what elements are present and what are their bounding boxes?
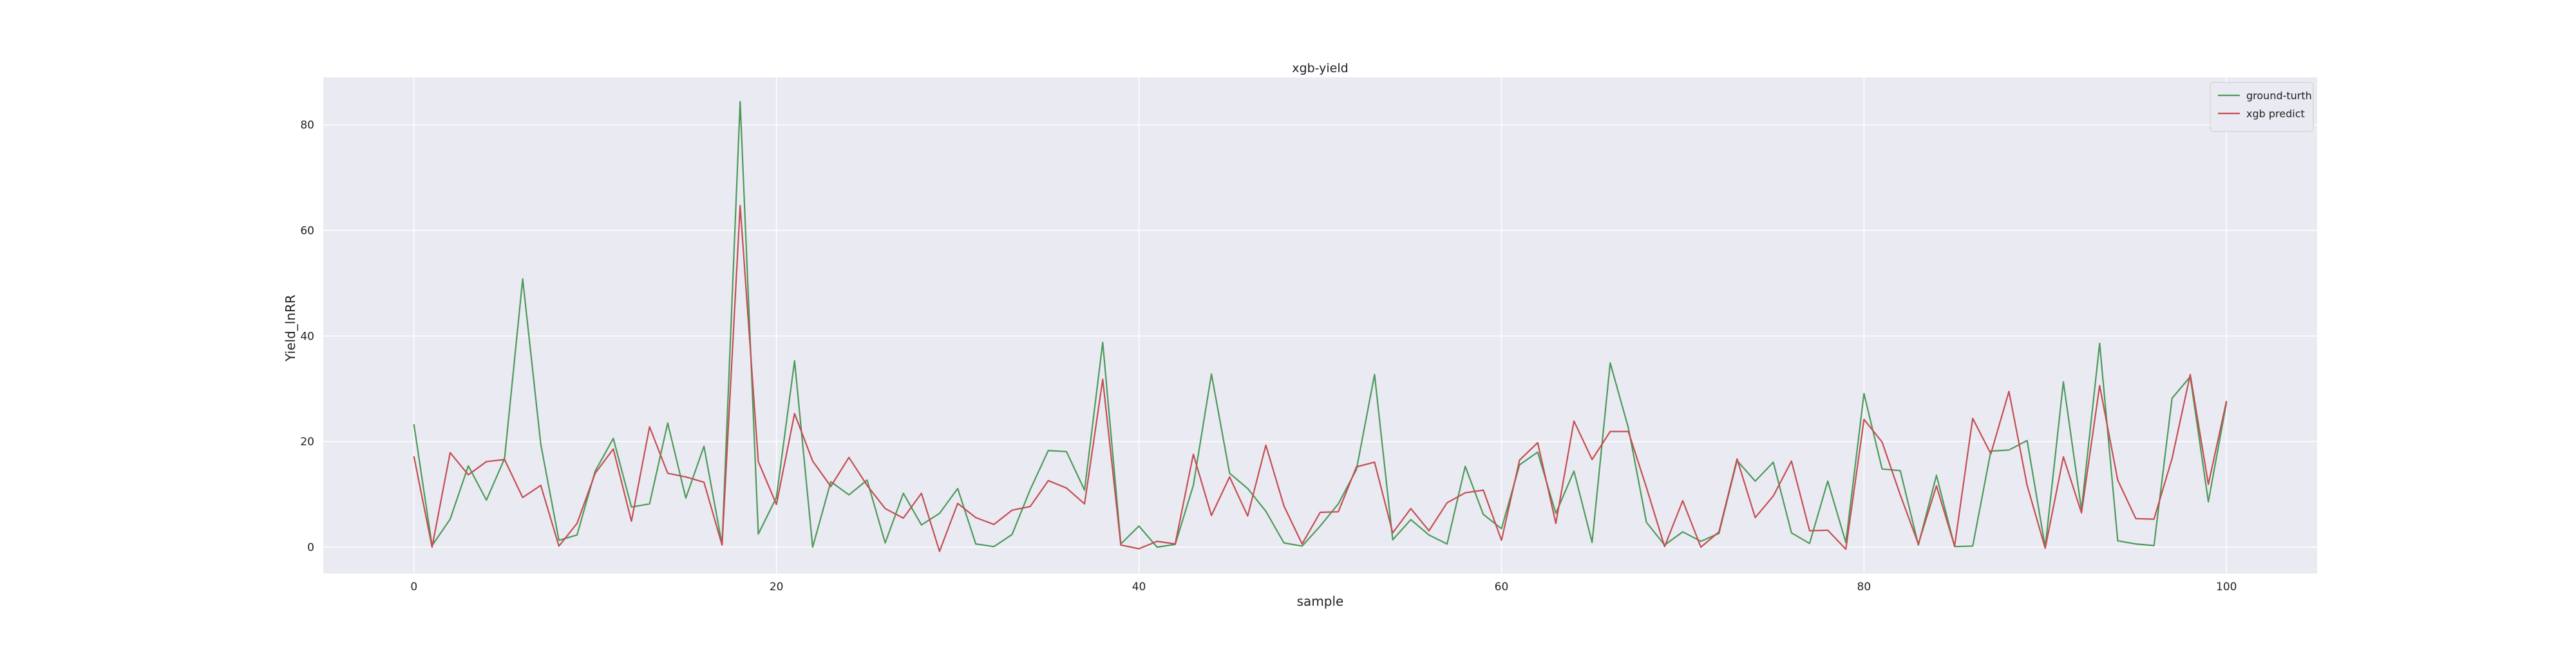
series-line-2 bbox=[413, 205, 2228, 552]
y-tick-label: 60 bbox=[300, 225, 314, 238]
x-tick-label: 100 bbox=[2216, 581, 2237, 594]
y-tick-label: 20 bbox=[300, 436, 314, 449]
y-tick-label: 0 bbox=[307, 541, 314, 554]
y-tick-label: 40 bbox=[300, 330, 314, 343]
legend: ground-turth xgb predict bbox=[2210, 82, 2314, 132]
y-tick-label: 80 bbox=[300, 119, 314, 132]
chart-title: xgb-yield bbox=[1292, 61, 1348, 75]
plot-area bbox=[323, 77, 2317, 574]
x-tick-label: 0 bbox=[410, 581, 417, 594]
x-axis-label: sample bbox=[1297, 594, 1344, 609]
x-tick-label: 40 bbox=[1132, 581, 1146, 594]
x-tick-label: 60 bbox=[1495, 581, 1509, 594]
x-tick-label: 20 bbox=[770, 581, 784, 594]
y-axis-label: Yield_lnRR bbox=[283, 295, 298, 362]
legend-label-1: ground-turth bbox=[2246, 90, 2312, 102]
x-tick-label: 80 bbox=[1857, 581, 1871, 594]
legend-label-2: xgb predict bbox=[2246, 108, 2305, 120]
series-line-1 bbox=[413, 101, 2228, 548]
